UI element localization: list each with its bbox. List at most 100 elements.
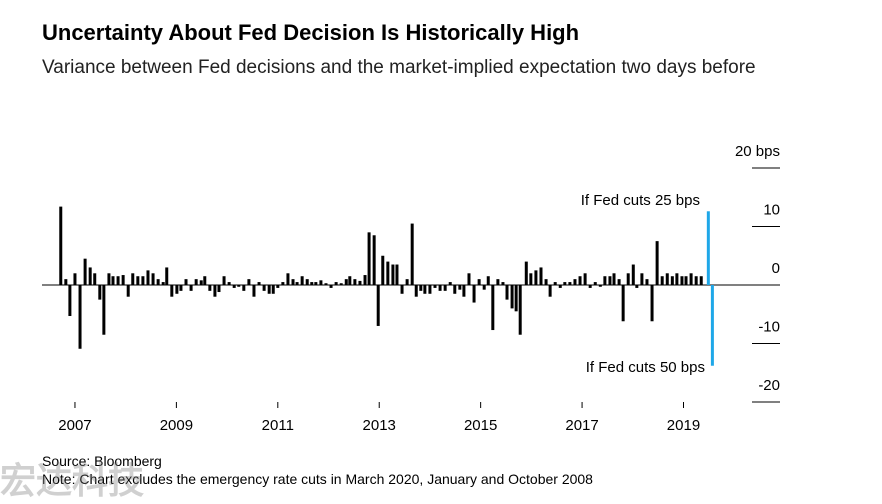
bar xyxy=(670,276,674,285)
bar xyxy=(170,285,174,297)
annotation: If Fed cuts 25 bps xyxy=(581,192,700,209)
bar xyxy=(348,276,352,285)
bar xyxy=(358,280,362,285)
bar xyxy=(553,282,557,285)
bar xyxy=(477,279,481,285)
bar xyxy=(486,276,490,285)
bar xyxy=(573,279,577,285)
bar xyxy=(699,276,703,285)
bar xyxy=(59,206,63,285)
bar xyxy=(213,285,217,297)
bar xyxy=(376,285,380,326)
bar xyxy=(367,232,371,285)
bar xyxy=(291,279,295,285)
bar xyxy=(88,267,92,285)
bar xyxy=(433,285,437,288)
bar xyxy=(472,285,476,303)
bar xyxy=(458,285,462,290)
bar xyxy=(271,285,275,294)
x-tick-label: 2019 xyxy=(667,417,700,434)
bar xyxy=(116,276,120,285)
x-tick-label: 2013 xyxy=(363,417,396,434)
bar xyxy=(391,264,395,285)
bar xyxy=(314,282,318,285)
bar xyxy=(222,276,226,285)
bar xyxy=(83,258,87,285)
bar xyxy=(126,285,130,297)
y-tick-label: 0 xyxy=(772,260,780,277)
bar xyxy=(305,279,309,285)
bar xyxy=(539,267,543,285)
bar xyxy=(339,283,343,285)
note: Note: Chart excludes the emergency rate … xyxy=(42,471,593,487)
y-tick-label: 10 xyxy=(763,201,780,218)
bar xyxy=(78,285,82,349)
bar xyxy=(227,282,231,285)
bar xyxy=(467,273,471,285)
bar xyxy=(544,279,548,285)
bar xyxy=(247,279,251,285)
bar xyxy=(372,235,376,285)
bar xyxy=(608,276,612,285)
bar xyxy=(617,279,621,285)
bar xyxy=(93,273,97,285)
bar xyxy=(395,264,399,285)
bar xyxy=(593,282,597,285)
bar xyxy=(381,255,385,285)
bar xyxy=(660,276,664,285)
bar xyxy=(175,285,179,294)
bar xyxy=(518,285,522,335)
annotation: If Fed cuts 50 bps xyxy=(586,359,705,376)
bar xyxy=(496,279,500,285)
bar xyxy=(141,276,145,285)
bar xyxy=(410,223,414,285)
bar xyxy=(578,276,582,285)
bar xyxy=(598,285,602,287)
chart-title: Uncertainty About Fed Decision Is Histor… xyxy=(42,20,580,45)
bar xyxy=(626,273,630,285)
bar xyxy=(631,264,635,285)
bar xyxy=(588,285,592,288)
bar xyxy=(680,276,684,285)
bar xyxy=(621,285,625,322)
bar xyxy=(194,279,198,285)
bar xyxy=(603,276,607,285)
bar xyxy=(563,282,567,285)
bar xyxy=(645,279,649,285)
bar xyxy=(276,285,280,288)
bar xyxy=(491,285,495,331)
bar xyxy=(121,275,125,285)
bar xyxy=(217,285,221,293)
bar xyxy=(419,285,423,291)
bar xyxy=(165,267,169,285)
bar xyxy=(237,285,241,287)
bar xyxy=(482,285,486,290)
bar xyxy=(267,285,271,294)
bar xyxy=(111,276,115,285)
bar xyxy=(295,282,299,285)
x-tick-label: 2007 xyxy=(58,417,91,434)
bar xyxy=(706,211,710,285)
bar xyxy=(514,285,518,312)
bar xyxy=(650,285,654,322)
bar xyxy=(73,273,77,285)
bar xyxy=(242,285,246,291)
bar xyxy=(510,285,514,309)
bar xyxy=(568,282,572,285)
bar xyxy=(583,273,587,285)
bar xyxy=(281,282,285,285)
bar xyxy=(208,285,212,291)
bar xyxy=(529,273,533,285)
bar xyxy=(443,285,447,291)
bar xyxy=(414,285,418,297)
bar xyxy=(252,285,256,297)
bar xyxy=(136,276,140,285)
bar xyxy=(146,270,150,285)
bar xyxy=(203,276,207,285)
bar xyxy=(548,285,552,297)
y-tick-label: -20 xyxy=(758,377,780,394)
bar xyxy=(329,285,333,288)
bar xyxy=(68,285,72,317)
bar xyxy=(405,279,409,285)
